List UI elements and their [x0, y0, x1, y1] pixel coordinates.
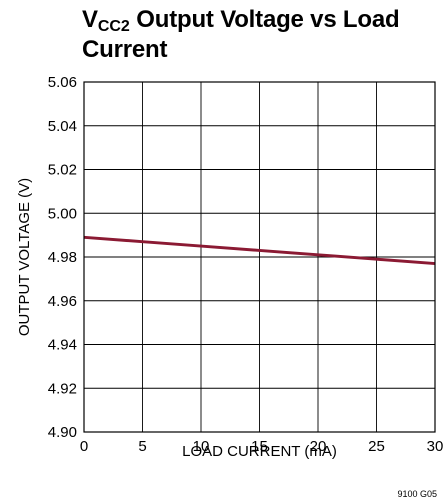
plot-area-frame [83, 81, 436, 433]
x-axis-ticks: 0 5 10 15 20 25 30 [80, 438, 444, 455]
y-tick-label: 5.04 [48, 118, 77, 135]
y-axis-title: OUTPUT VOLTAGE (V) [16, 178, 33, 336]
series-line [83, 235, 436, 266]
y-tick-label: 4.90 [48, 424, 77, 441]
y-tick-label: 5.06 [48, 74, 77, 91]
x-tick-label: 10 [193, 438, 210, 455]
x-tick-label: 30 [427, 438, 444, 455]
chart-title-subscript: CC2 [97, 18, 130, 35]
y-tick-label: 5.00 [48, 205, 77, 222]
series-layer [83, 235, 436, 266]
chart-title-main: V [82, 6, 98, 33]
x-axis-title: LOAD CURRENT (mA) [182, 443, 337, 460]
x-tick-label: 25 [368, 438, 385, 455]
x-tick-label: 0 [80, 438, 88, 455]
y-tick-label: 4.92 [48, 380, 77, 397]
y-tick-label: 4.94 [48, 337, 77, 354]
y-tick-label: 4.96 [48, 293, 77, 310]
x-tick-label: 5 [138, 438, 146, 455]
chart-title: VCC2 Output Voltage vs Load Current [82, 6, 432, 63]
x-tick-label: 20 [310, 438, 327, 455]
figure-code: 9100 G05 [397, 489, 437, 499]
grid [83, 81, 436, 433]
x-tick-label: 15 [251, 438, 268, 455]
y-axis-ticks: 5.06 5.04 5.02 5.00 4.98 4.96 4.94 4.92 4.90 [48, 74, 77, 441]
y-tick-label: 5.02 [48, 162, 77, 179]
y-tick-label: 4.98 [48, 249, 77, 266]
chart-title-rest: Output Voltage vs Load Current [82, 6, 400, 63]
